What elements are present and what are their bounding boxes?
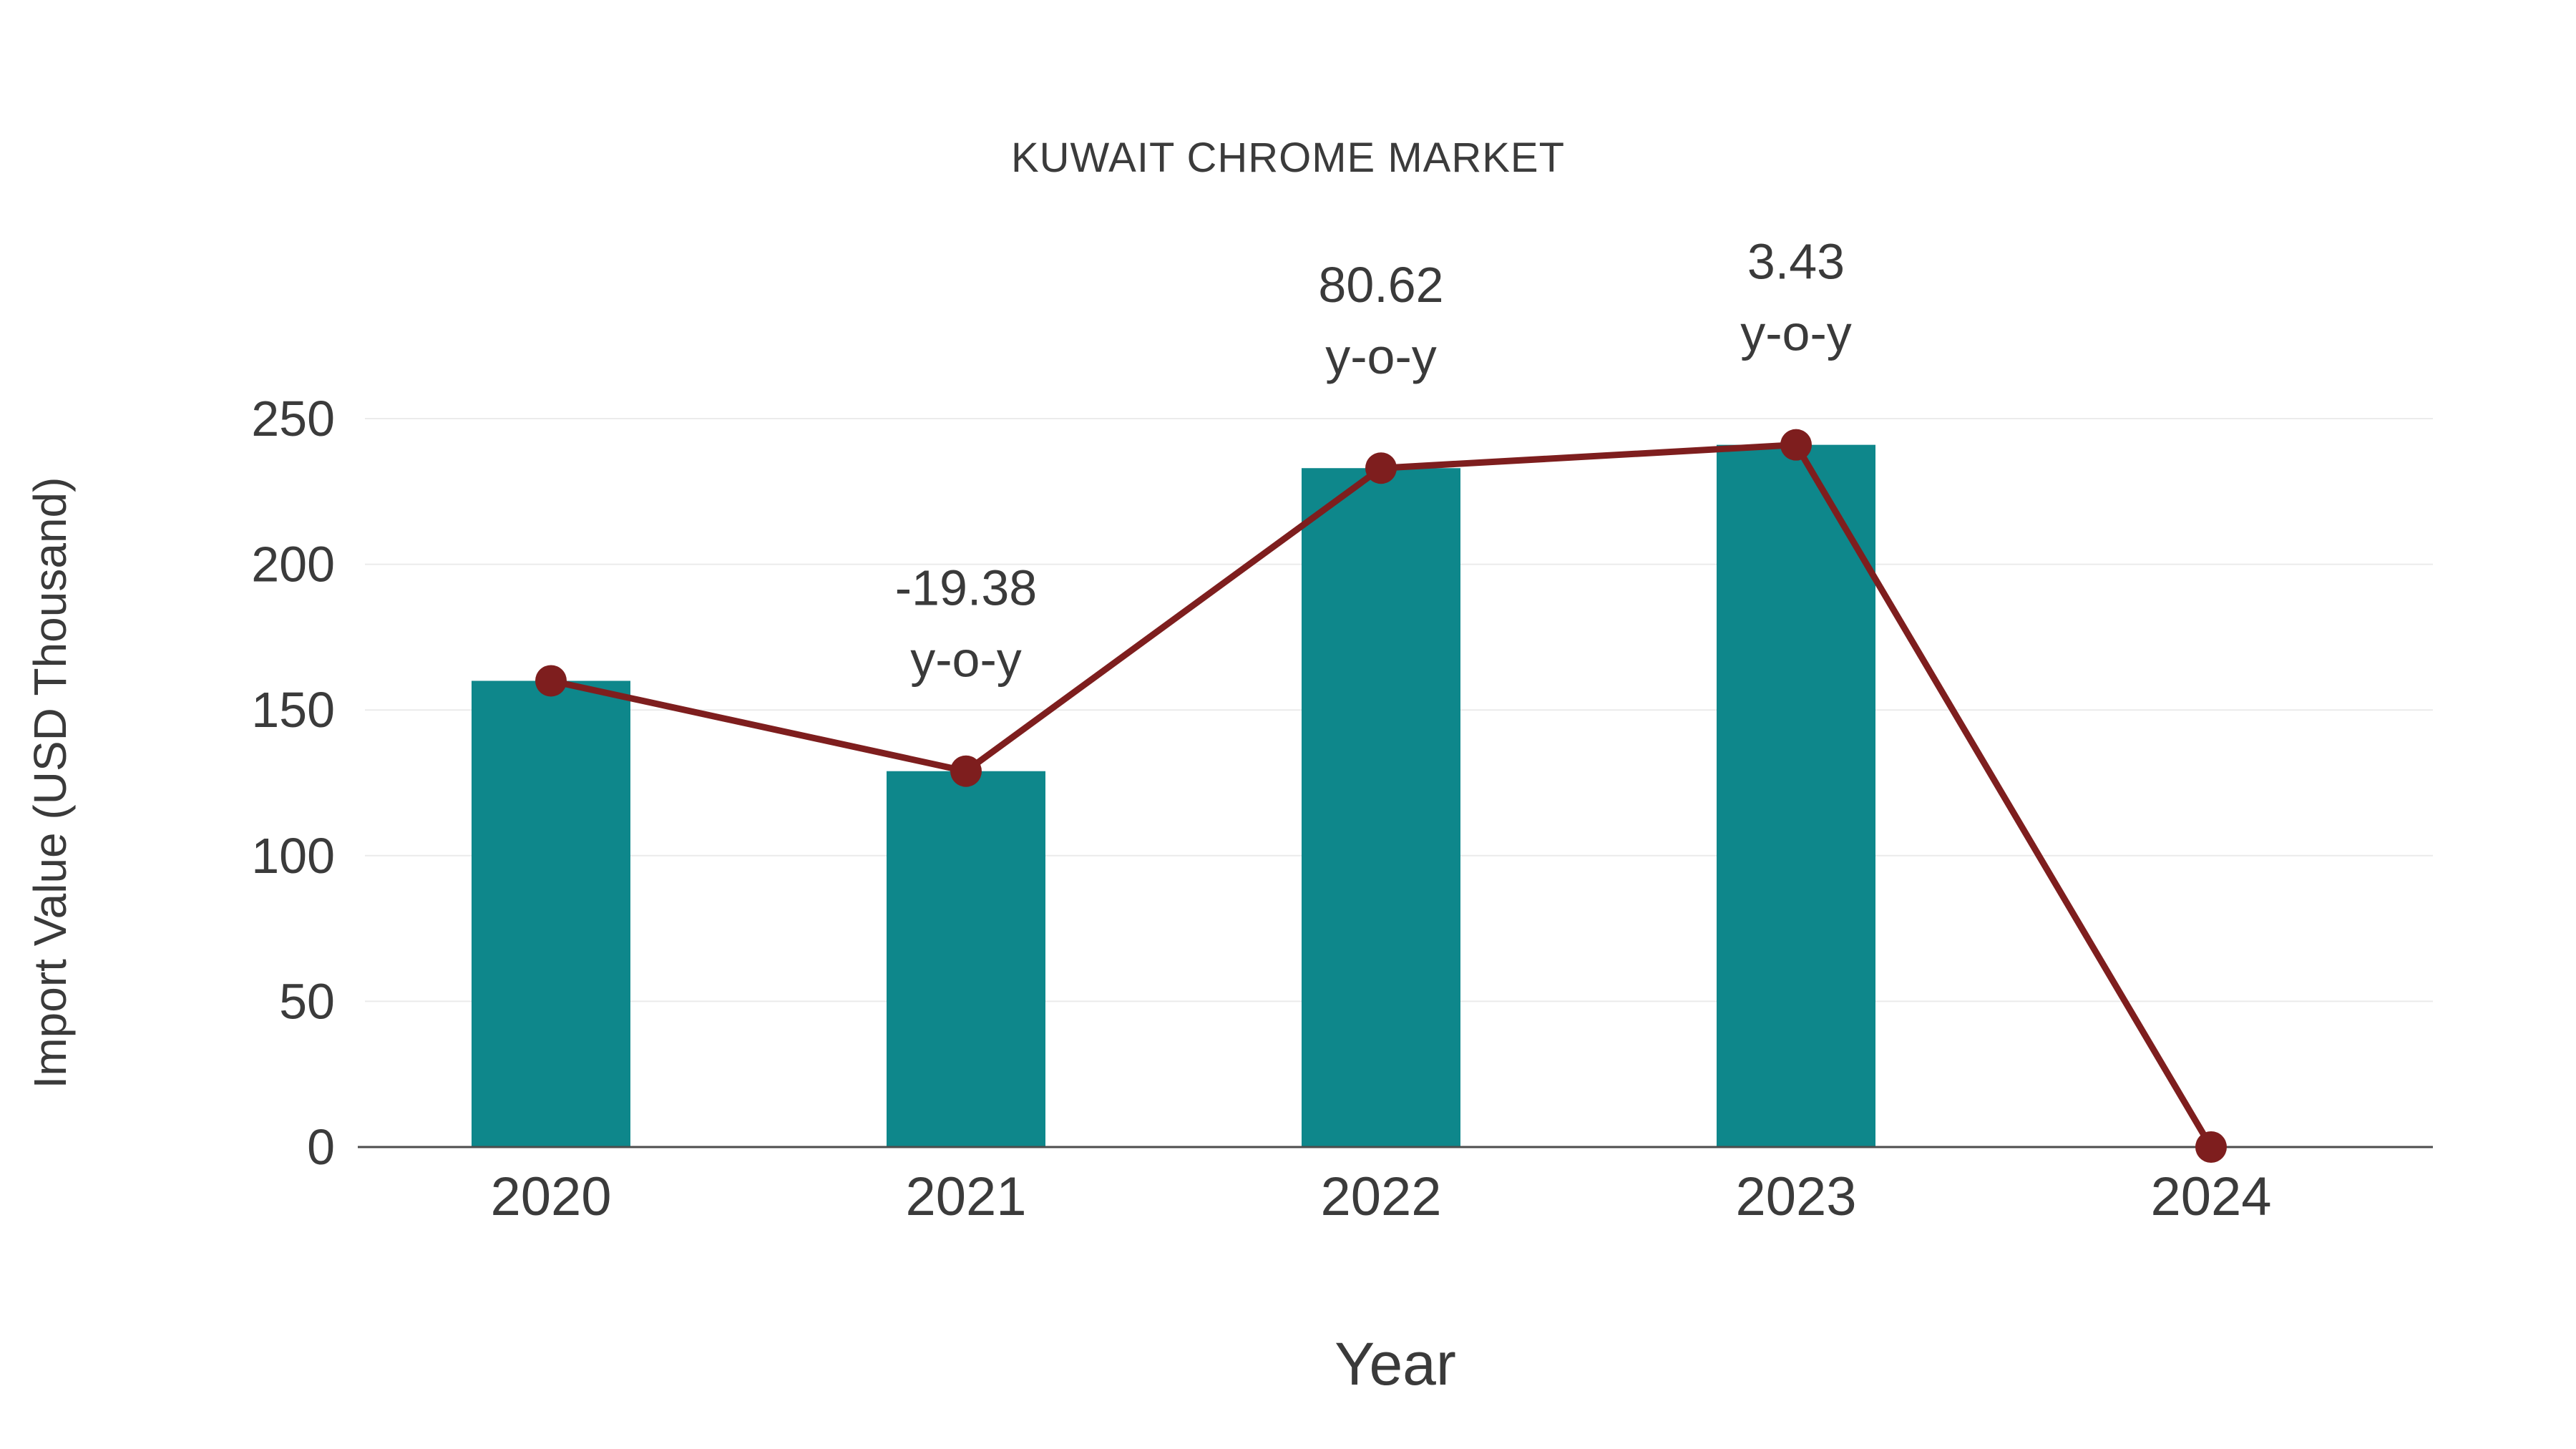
- y-tick-label: 150: [251, 682, 335, 738]
- x-tick-label: 2023: [1735, 1166, 1856, 1227]
- annotation-value: -19.38: [895, 560, 1037, 616]
- x-tick-label: 2024: [2150, 1166, 2271, 1227]
- annotation-label: y-o-y: [910, 632, 1022, 688]
- x-tick-label: 2021: [905, 1166, 1026, 1227]
- annotations: -19.38 y-o-y 80.62 y-o-y 3.43 y-o-y: [895, 234, 1852, 688]
- line-series: [535, 429, 2227, 1163]
- annotation-value: 3.43: [1747, 234, 1845, 290]
- chart-title: KUWAIT CHROME MARKET: [1011, 135, 1565, 181]
- x-tick-label: 2020: [490, 1166, 611, 1227]
- bar: [472, 680, 630, 1147]
- x-tick-label: 2022: [1320, 1166, 1441, 1227]
- line-marker: [535, 665, 567, 697]
- line-marker: [2195, 1131, 2227, 1163]
- annotation-label: y-o-y: [1325, 328, 1437, 384]
- annotation-value: 80.62: [1318, 257, 1443, 313]
- y-axis-title: Import Value (USD Thousand): [24, 477, 76, 1089]
- x-axis-title: Year: [1335, 1330, 1456, 1397]
- y-tick-label: 0: [307, 1119, 335, 1175]
- bar: [1302, 468, 1460, 1147]
- annotation-label: y-o-y: [1740, 306, 1852, 361]
- line-marker: [1780, 429, 1812, 461]
- y-tick-label: 200: [251, 537, 335, 592]
- bar: [887, 771, 1045, 1147]
- bar-series: [472, 444, 1875, 1147]
- y-tick-label: 50: [279, 973, 335, 1029]
- bar: [1717, 444, 1875, 1147]
- y-tick-label: 250: [251, 391, 335, 447]
- line-marker: [950, 755, 982, 787]
- y-tick-label: 100: [251, 828, 335, 884]
- line-marker: [1365, 452, 1397, 484]
- tick-labels: 0 50 100 150 200 250 2020 2021 2022 2023 2024: [251, 391, 2271, 1227]
